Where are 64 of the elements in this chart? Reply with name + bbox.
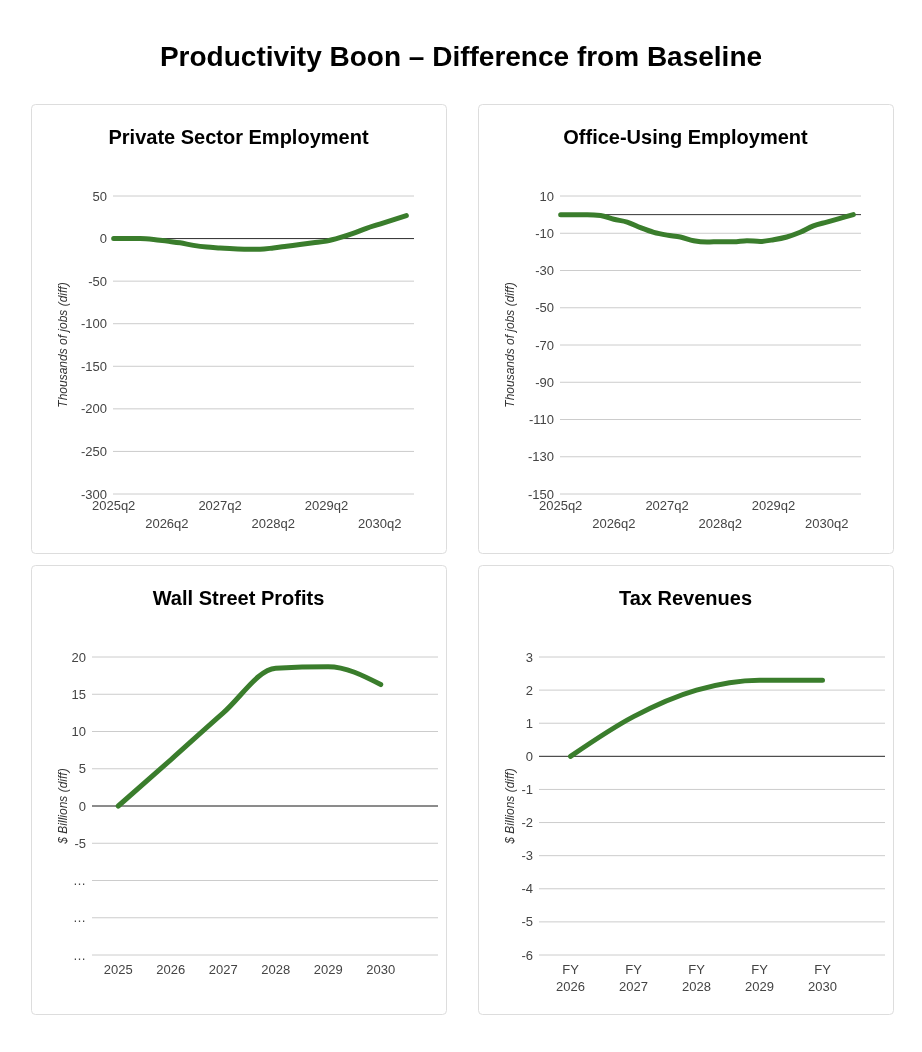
x-tick-label: 2027q2 bbox=[198, 498, 242, 513]
text: Productivity Boon – Difference from Baseline bbox=[159, 41, 763, 72]
x-tick-label: 2030 bbox=[366, 962, 396, 977]
x-tick-label: 2029q2 bbox=[751, 498, 796, 513]
y-tick-label: 1 bbox=[525, 715, 533, 731]
x-tick-label: 2030q2 bbox=[358, 516, 402, 531]
y-tick-label: -70 bbox=[535, 337, 554, 353]
x-tick-label: 2026q2 bbox=[592, 516, 636, 531]
x-tick-label: 2026q2 bbox=[145, 516, 189, 531]
y-tick-label: 15 bbox=[71, 686, 86, 702]
x-tick-label: FY 2028 bbox=[682, 962, 711, 994]
chart-title: Office-Using Employment bbox=[563, 126, 809, 148]
y-tick-label: -200 bbox=[80, 401, 107, 417]
y-tick-label: -5 bbox=[521, 914, 533, 930]
x-tick-label: FY 2027 bbox=[619, 962, 648, 994]
y-tick-label: -50 bbox=[535, 300, 554, 316]
y-axis-title: $ Billions (diff) bbox=[503, 768, 517, 845]
x-tick-label: 2030q2 bbox=[805, 516, 849, 531]
y-tick-label: -50 bbox=[88, 273, 107, 289]
y-tick-label: 10 bbox=[71, 724, 86, 740]
y-tick-label: 2 bbox=[525, 682, 533, 698]
y-tick-label: 0 bbox=[78, 798, 86, 814]
y-tick-label: 5 bbox=[78, 761, 86, 777]
chart-title: Tax Revenues bbox=[618, 587, 753, 609]
x-tick-label: 2028q2 bbox=[251, 516, 295, 531]
y-axis-title: $ Billions (diff) bbox=[56, 768, 70, 845]
y-tick-label: 0 bbox=[525, 748, 533, 764]
y-tick-label: -3 bbox=[521, 848, 533, 864]
y-tick-label: -90 bbox=[535, 374, 554, 390]
y-tick-label: … bbox=[73, 947, 86, 963]
x-tick-label: 2028 bbox=[261, 962, 291, 977]
x-tick-label: 2029 bbox=[313, 962, 343, 977]
y-axis-title: Thousands of jobs (diff) bbox=[503, 282, 517, 408]
y-tick-label: 10 bbox=[539, 188, 554, 204]
y-tick-label: … bbox=[73, 910, 86, 926]
y-tick-label: -4 bbox=[521, 881, 533, 897]
chart-title: Wall Street Profits bbox=[152, 587, 325, 609]
y-tick-label: 3 bbox=[525, 649, 533, 665]
x-tick-label: FY 2030 bbox=[808, 962, 837, 994]
y-tick-label: -1 bbox=[521, 781, 533, 797]
x-tick-label: FY 2029 bbox=[745, 962, 774, 994]
y-tick-label: -130 bbox=[527, 449, 554, 465]
y-tick-label: -30 bbox=[535, 263, 554, 279]
y-tick-label: -6 bbox=[521, 947, 533, 963]
x-tick-label: 2029q2 bbox=[304, 498, 349, 513]
y-tick-label: 20 bbox=[71, 649, 86, 665]
y-tick-label: … bbox=[73, 873, 86, 889]
y-tick-label: 50 bbox=[92, 188, 107, 204]
x-tick-label: 2026 bbox=[156, 962, 186, 977]
x-tick-label: 2027 bbox=[208, 962, 238, 977]
x-tick-label: 2025 bbox=[103, 962, 133, 977]
y-tick-label: -5 bbox=[74, 835, 86, 851]
x-tick-label: FY 2026 bbox=[556, 962, 585, 994]
y-tick-label: -100 bbox=[80, 316, 107, 332]
y-axis-title: Thousands of jobs (diff) bbox=[56, 282, 70, 408]
x-tick-label: 2028q2 bbox=[698, 516, 742, 531]
y-tick-label: -250 bbox=[80, 443, 107, 459]
y-tick-label: -10 bbox=[535, 225, 554, 241]
y-tick-label: 0 bbox=[99, 231, 107, 247]
y-tick-label: -2 bbox=[521, 815, 533, 831]
x-tick-label: 2027q2 bbox=[645, 498, 689, 513]
y-tick-label: -110 bbox=[528, 412, 554, 428]
y-tick-label: -150 bbox=[80, 358, 107, 374]
chart-title: Private Sector Employment bbox=[108, 126, 369, 148]
